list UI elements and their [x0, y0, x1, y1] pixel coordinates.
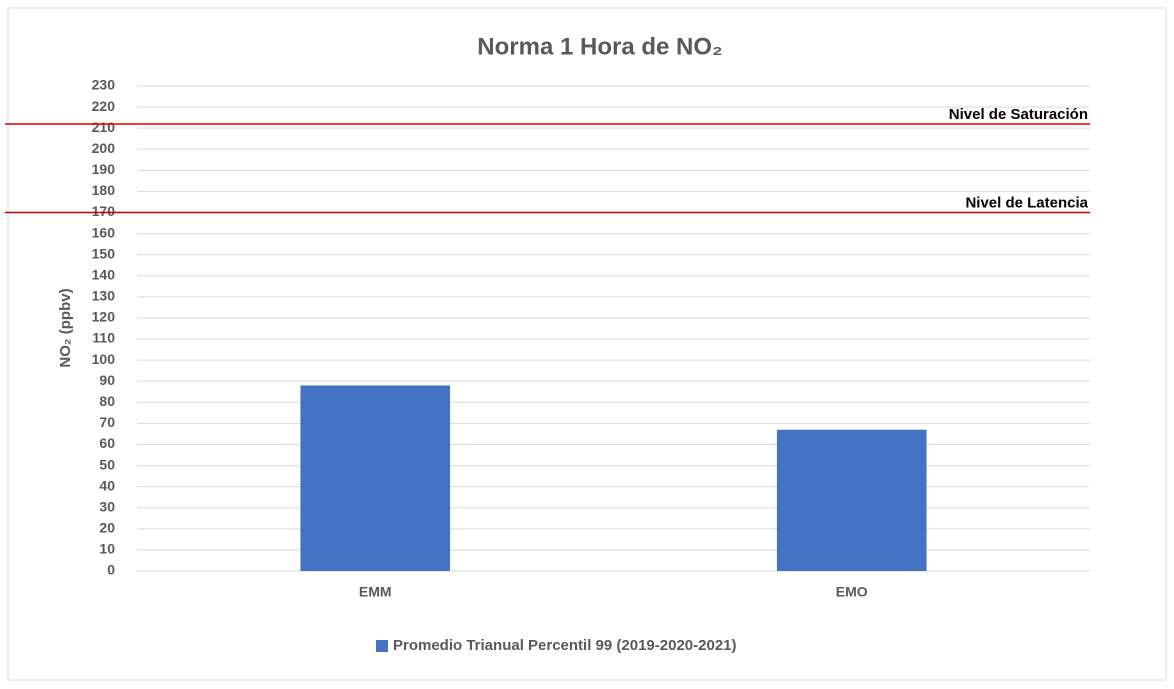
reference-label: Nivel de Saturación: [949, 106, 1088, 123]
y-tick-label: 30: [99, 498, 115, 514]
y-tick-label: 100: [92, 351, 116, 367]
chart-title: Norma 1 Hora de NO₂: [477, 33, 722, 60]
y-tick-label: 80: [99, 393, 115, 409]
y-tick-label: 220: [92, 98, 116, 114]
y-tick-label: 130: [92, 288, 116, 304]
y-tick-label: 70: [99, 414, 115, 430]
x-tick-label: EMM: [359, 584, 392, 600]
y-tick-label: 230: [92, 77, 116, 93]
y-tick-label: 180: [92, 182, 116, 198]
y-tick-label: 160: [92, 224, 116, 240]
y-tick-label: 40: [99, 477, 115, 493]
reference-label: Nivel de Latencia: [965, 194, 1088, 211]
y-tick-label: 90: [99, 372, 115, 388]
bar: [300, 385, 451, 571]
y-tick-label: 140: [92, 266, 116, 282]
bar: [776, 429, 927, 571]
y-tick-label: 190: [92, 161, 116, 177]
y-tick-label: 110: [92, 330, 115, 346]
y-tick-label: 170: [92, 203, 116, 219]
legend-label: Promedio Trianual Percentil 99 (2019-202…: [393, 637, 737, 654]
y-tick-label: 200: [92, 140, 116, 156]
x-tick-label: EMO: [836, 584, 868, 600]
y-tick-label: 10: [99, 541, 115, 557]
chart-frame: [7, 7, 1167, 681]
y-tick-label: 0: [107, 562, 115, 578]
y-tick-label: 120: [92, 309, 116, 325]
y-tick-label: 60: [99, 435, 115, 451]
y-tick-label: 210: [92, 119, 116, 135]
y-tick-label: 150: [92, 245, 116, 261]
y-tick-label: 20: [99, 520, 115, 536]
y-tick-label: 50: [99, 456, 115, 472]
y-axis-label: NO₂ (ppbv): [57, 288, 74, 367]
legend-swatch: [376, 640, 388, 652]
